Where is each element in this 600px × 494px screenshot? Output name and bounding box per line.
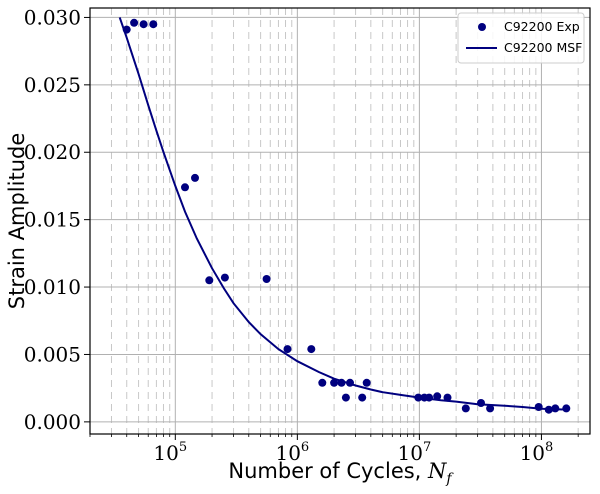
data-point (262, 275, 271, 283)
legend-label-exp: C92200 Exp (504, 19, 580, 34)
y-tick-label: 0.025 (24, 73, 81, 97)
data-point (477, 399, 485, 407)
data-point (149, 20, 158, 29)
legend-marker-exp (478, 23, 486, 31)
data-point (362, 378, 371, 387)
data-point (191, 173, 199, 182)
legend-box (457, 12, 585, 64)
data-point (122, 25, 131, 34)
y-tick-label: 0.005 (24, 342, 81, 366)
data-point (307, 345, 316, 354)
x-axis-title: Number of Cycles, Nf (228, 459, 454, 487)
y-tick-label: 0.030 (24, 5, 81, 29)
data-point (425, 393, 434, 402)
y-tick-label: 0.010 (24, 275, 81, 299)
data-point (346, 378, 354, 387)
data-point (330, 378, 339, 387)
data-point (130, 18, 139, 27)
y-tick-label: 0.000 (24, 410, 81, 434)
data-point (551, 404, 560, 413)
x-tick-label: 107 (398, 440, 432, 465)
data-point (139, 20, 148, 29)
data-point (341, 393, 350, 402)
msf-curve (118, 17, 563, 411)
y-tick-label: 0.015 (24, 208, 81, 232)
data-point (205, 276, 214, 285)
y-tick-labels: 0.000 0.005 0.010 0.015 0.020 0.025 0.030 (24, 5, 81, 433)
y-tick-label: 0.020 (24, 140, 81, 164)
x-tick-label: 106 (275, 440, 309, 465)
data-point (433, 392, 442, 401)
x-tick-labels: 105 106 107 108 (153, 440, 553, 465)
grid (89, 8, 590, 434)
data-point (181, 183, 189, 192)
data-point (283, 345, 292, 354)
data-point (220, 273, 229, 282)
data-point (562, 404, 571, 413)
data-point (461, 404, 470, 413)
x-tick-label: 108 (520, 440, 554, 465)
series (118, 17, 571, 414)
data-point (318, 378, 327, 387)
data-point (486, 404, 495, 413)
plot-frame (89, 7, 591, 435)
data-point (337, 378, 346, 387)
data-point (544, 405, 553, 414)
data-point (358, 393, 367, 402)
data-point (443, 393, 452, 402)
legend-label-msf: C92200 MSF (504, 40, 582, 55)
legend: C92200 Exp C92200 MSF (457, 12, 585, 64)
data-point (414, 393, 423, 402)
x-tick-label: 105 (153, 440, 187, 465)
data-point (534, 403, 543, 411)
y-axis-title: Strain Amplitude (5, 133, 29, 310)
axis-ticks (84, 16, 579, 440)
